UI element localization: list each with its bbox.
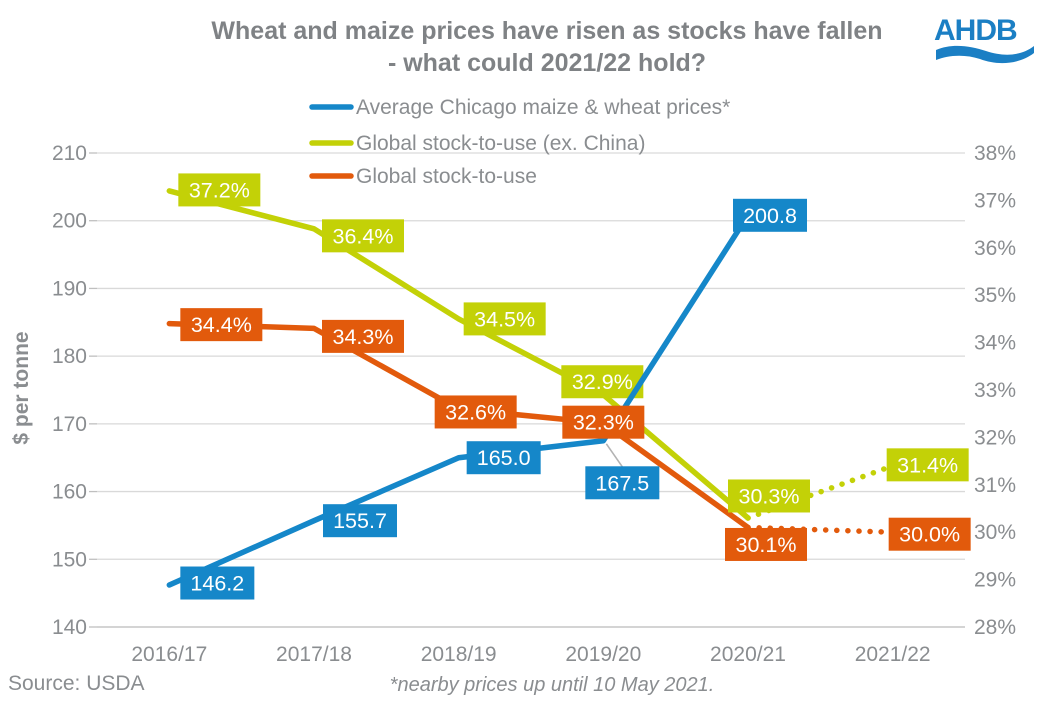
series-line-blue <box>166 212 751 588</box>
left-axis-tick-label: 140 <box>52 616 87 639</box>
data-label-box <box>434 395 517 429</box>
data-label-text: 32.9% <box>572 370 633 394</box>
right-axis-tick-label: 33% <box>974 379 1016 402</box>
data-label-orange: 34.3% <box>322 319 404 353</box>
legend-label: Global stock-to-use (ex. China) <box>356 132 645 155</box>
data-label-box <box>585 466 660 500</box>
data-label-box <box>322 319 404 353</box>
data-label-box <box>322 219 404 253</box>
data-label-blue: 155.7 <box>323 504 397 538</box>
series-line-yellow <box>166 188 751 521</box>
data-label-box <box>466 441 541 475</box>
x-axis-label: 2019/20 <box>565 643 641 666</box>
right-axis-tick-label: 37% <box>974 189 1016 212</box>
data-label-text: 200.8 <box>743 204 797 228</box>
data-label-orange: 32.6% <box>434 395 517 429</box>
data-label-text: 167.5 <box>595 471 649 495</box>
left-axis-tick-label: 200 <box>52 210 87 233</box>
data-label-text: 30.3% <box>739 484 800 508</box>
data-label-blue: 167.5 <box>585 466 660 500</box>
data-label-yellow: 37.2% <box>178 173 261 207</box>
label-leader-line <box>605 443 623 468</box>
data-label-orange: 30.1% <box>725 527 807 561</box>
left-axis-tick-label: 170 <box>52 413 87 436</box>
data-label-yellow: 31.4% <box>886 448 969 482</box>
data-label-text: 30.1% <box>736 533 797 557</box>
data-label-text: 31.4% <box>897 453 958 477</box>
legend-label: Global stock-to-use <box>356 165 537 188</box>
right-axis-tick-label: 34% <box>974 332 1016 355</box>
data-label-box <box>725 527 807 561</box>
left-axis-tick-label: 180 <box>52 345 87 368</box>
data-label-blue: 165.0 <box>466 441 541 475</box>
chart-title: Wheat and maize prices have risen as sto… <box>0 15 1044 79</box>
data-label-yellow: 34.5% <box>463 302 546 336</box>
data-label-box <box>733 198 807 232</box>
legend-item-orange: Global stock-to-use <box>309 165 537 188</box>
data-label-orange: 34.4% <box>180 308 263 342</box>
data-label-box <box>178 173 261 207</box>
data-label-box <box>562 405 645 439</box>
right-axis-tick-label: 29% <box>974 569 1016 592</box>
data-label-text: 37.2% <box>189 178 250 202</box>
data-label-text: 32.6% <box>445 400 506 424</box>
right-axis-tick-label: 35% <box>974 284 1016 307</box>
data-label-text: 36.4% <box>333 224 394 248</box>
right-axis-tick-label: 28% <box>974 616 1016 639</box>
x-axis-label: 2021/22 <box>855 643 931 666</box>
left-axis-tick-label: 210 <box>52 142 87 165</box>
left-axis-tick-label: 150 <box>52 548 87 571</box>
x-axis-label: 2017/18 <box>276 643 352 666</box>
right-axis-tick-label: 32% <box>974 426 1016 449</box>
data-label-text: 34.4% <box>191 313 252 337</box>
data-label-box <box>886 448 969 482</box>
data-label-text: 165.0 <box>477 446 531 470</box>
data-label-box <box>180 308 263 342</box>
data-label-orange: 30.0% <box>888 517 971 551</box>
data-label-box <box>888 517 971 551</box>
data-label-box <box>728 479 810 513</box>
data-label-blue: 146.2 <box>180 566 255 600</box>
data-label-box <box>463 302 546 336</box>
data-label-text: 32.3% <box>573 411 634 435</box>
data-label-text: 34.3% <box>333 325 394 349</box>
series-forecast-dotted-line-yellow <box>745 463 896 521</box>
left-axis-tick-label: 160 <box>52 481 87 504</box>
ahdb-logo-graphic: AHDB <box>934 14 1034 64</box>
ahdb-logo: AHDB <box>934 12 1036 70</box>
right-axis-tick-label: 30% <box>974 521 1016 544</box>
data-label-box <box>323 504 397 538</box>
right-axis-tick-label: 38% <box>974 142 1016 165</box>
data-label-text: 30.0% <box>899 523 960 547</box>
data-label-text: 146.2 <box>190 572 244 596</box>
data-label-box <box>180 566 255 600</box>
legend-item-yellow: Global stock-to-use (ex. China) <box>309 132 645 155</box>
right-axis-tick-label: 36% <box>974 237 1016 260</box>
source-note: Source: USDA <box>8 672 145 695</box>
ahdb-logo-text: AHDB <box>934 14 1017 47</box>
legend-label: Average Chicago maize & wheat prices* <box>356 96 730 119</box>
x-axis-label: 2016/17 <box>131 643 207 666</box>
x-axis-label: 2020/21 <box>710 643 786 666</box>
data-label-yellow: 32.9% <box>561 365 644 399</box>
data-label-box <box>561 365 644 399</box>
chart-title-line1: Wheat and maize prices have risen as sto… <box>211 17 883 45</box>
data-label-yellow: 30.3% <box>728 479 810 513</box>
data-label-yellow: 36.4% <box>322 219 404 253</box>
data-label-blue: 200.8 <box>733 198 807 232</box>
legend-item-blue: Average Chicago maize & wheat prices* <box>309 96 730 119</box>
right-axis-tick-label: 31% <box>974 474 1016 497</box>
ahdb-logo-wave-icon <box>936 45 1034 64</box>
data-label-text: 155.7 <box>333 509 387 533</box>
left-axis-tick-label: 190 <box>52 277 87 300</box>
data-label-orange: 32.3% <box>562 405 645 439</box>
x-axis-label: 2018/19 <box>421 643 497 666</box>
chart-title-line2: - what could 2021/22 hold? <box>387 49 707 77</box>
footnote: *nearby prices up until 10 May 2021. <box>389 674 715 696</box>
data-label-text: 34.5% <box>474 307 535 331</box>
y-axis-title: $ per tonne <box>10 331 33 444</box>
